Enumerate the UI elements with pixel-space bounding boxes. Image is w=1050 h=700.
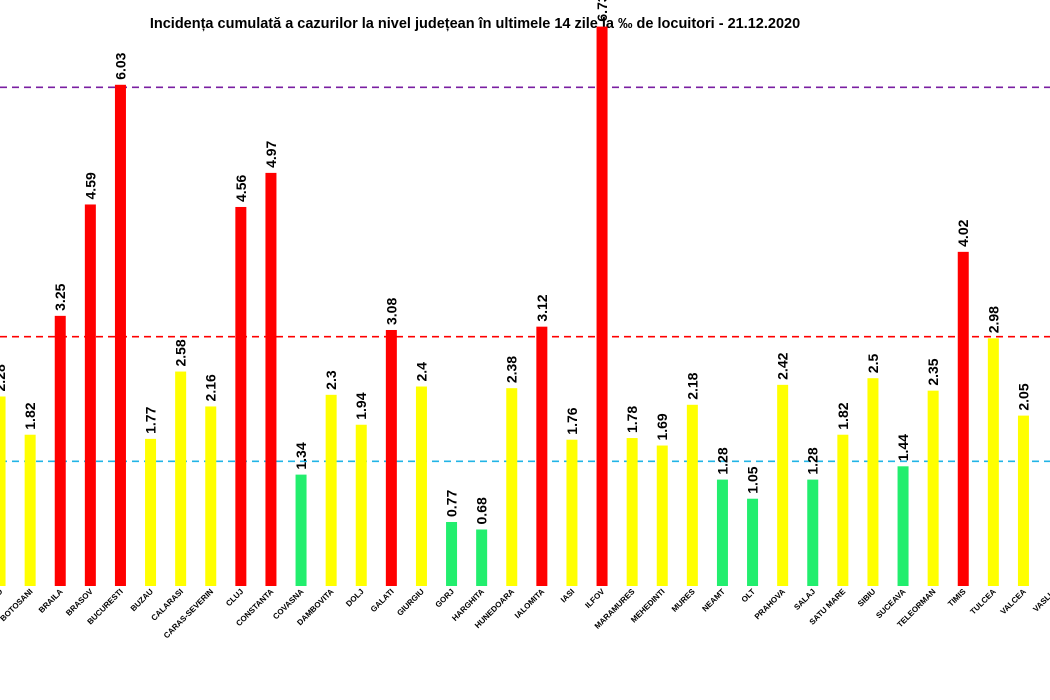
value-label: 6.73 (594, 0, 610, 22)
category-label: MURES (670, 587, 697, 614)
value-label: 2.16 (203, 374, 219, 401)
value-label: 1.77 (143, 406, 159, 433)
bar-bucuresti (114, 84, 126, 586)
bar-caras-severin (205, 406, 217, 586)
bar-dambovita (325, 394, 337, 586)
chart-title: Incidența cumulată a cazurilor la nivel … (149, 16, 801, 32)
value-label: 1.28 (714, 447, 730, 474)
bar-suceava (897, 466, 909, 586)
category-label: GALATI (369, 587, 396, 614)
value-label: 4.56 (233, 175, 249, 202)
bar-ilfov (596, 26, 608, 587)
bar-ialomita (536, 326, 548, 586)
bar-brasov (84, 204, 96, 586)
bar-prahova (777, 384, 789, 586)
category-label: SIBIU (856, 587, 878, 609)
value-label: 0.77 (444, 490, 460, 517)
bar-galati (385, 329, 397, 586)
bar-covasna (295, 474, 307, 586)
value-label: 2.35 (925, 358, 941, 385)
value-label: 1.69 (654, 413, 670, 440)
value-label: 4.02 (955, 219, 971, 246)
bar-satu-mare (837, 434, 849, 586)
bar-valcea (1017, 415, 1029, 586)
category-label: BOTOSANI (0, 587, 35, 623)
value-label: 2.38 (504, 356, 520, 383)
value-label: 2.42 (775, 352, 791, 379)
value-label: 1.34 (293, 442, 309, 469)
value-label: 2.4 (413, 362, 429, 382)
bar-hunedoara (506, 388, 518, 586)
category-label: BRAILA (37, 587, 65, 615)
category-label: IALOMITA (513, 587, 546, 620)
value-label: 3.12 (534, 294, 550, 321)
value-label: 6.03 (112, 52, 128, 79)
value-label: 1.94 (353, 392, 369, 419)
value-label: 1.82 (22, 402, 38, 429)
value-label: 0.68 (474, 497, 490, 524)
category-label: TULCEA (968, 587, 997, 616)
bar-braila (54, 315, 66, 586)
category-label: TIMIS (946, 587, 968, 609)
category-label: SALAJ (792, 587, 817, 612)
bar-cluj (235, 206, 247, 586)
value-label: 2.3 (323, 370, 339, 390)
bar-bistrita-nasaud (0, 396, 6, 586)
bar-botosani (24, 434, 36, 586)
value-label: 1.82 (835, 402, 851, 429)
value-label: 4.97 (263, 140, 279, 167)
category-label: IASI (559, 587, 576, 604)
category-label: DOLJ (344, 587, 365, 608)
value-label: 1.28 (805, 447, 821, 474)
bar-neamt (716, 479, 728, 586)
category-label: VALCEA (999, 587, 1028, 616)
category-label: ILFOV (583, 587, 606, 610)
category-label: BRASOV (64, 587, 95, 618)
bar-mures (686, 404, 698, 586)
bar-sibiu (867, 378, 879, 586)
bar-timis (957, 251, 969, 586)
bar-constanta (265, 172, 277, 586)
value-label: 2.05 (1015, 383, 1031, 410)
category-label: PRAHOVA (753, 587, 787, 621)
category-label: GORJ (434, 587, 456, 609)
bar-iasi (566, 439, 578, 586)
value-label: 2.28 (0, 364, 8, 391)
category-label: GIURGIU (395, 587, 426, 618)
category-label: OLT (740, 587, 757, 604)
bar-gorj (446, 521, 458, 586)
value-label: 1.76 (564, 407, 580, 434)
value-label: 2.5 (865, 354, 881, 374)
value-label: 2.98 (985, 306, 1001, 333)
category-label: CLUJ (224, 587, 245, 608)
bar-teleorman (927, 390, 939, 586)
value-label: 4.59 (82, 172, 98, 199)
value-label: 1.78 (624, 406, 640, 433)
bar-calarasi (175, 371, 187, 586)
bar-salaj (807, 479, 819, 586)
value-label: 1.05 (745, 466, 761, 493)
bar-olt (747, 498, 759, 586)
category-label: NEAMT (700, 587, 727, 614)
category-label: BUZAU (129, 587, 155, 613)
category-label: VASLUI (1031, 587, 1050, 614)
bar-mehedinti (656, 445, 668, 586)
bar-harghita (476, 529, 488, 586)
bar-buzau (145, 438, 157, 586)
bar-maramures (626, 438, 638, 586)
value-label: 3.08 (383, 298, 399, 325)
bar-dolj (355, 424, 367, 586)
value-label: 3.25 (52, 283, 68, 310)
value-label: 2.58 (173, 339, 189, 366)
bar-giurgiu (415, 386, 427, 586)
bar-tulcea (987, 338, 999, 586)
value-label: 2.18 (684, 372, 700, 399)
value-label: 1.44 (895, 434, 911, 461)
